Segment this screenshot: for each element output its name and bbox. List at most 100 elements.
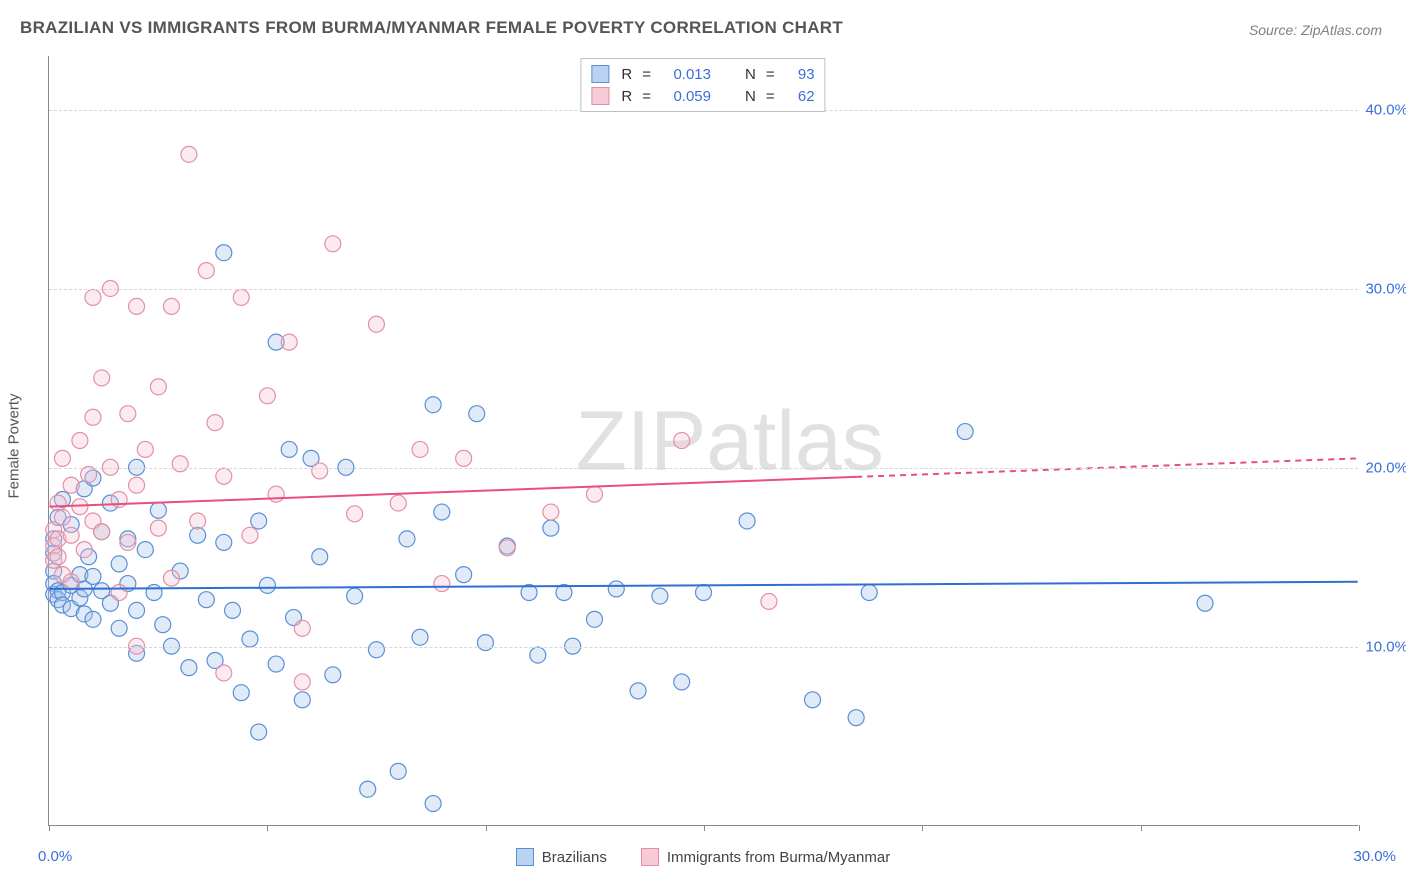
data-point — [761, 593, 777, 609]
x-tick — [267, 825, 268, 831]
data-point — [281, 334, 297, 350]
gridline — [49, 647, 1358, 648]
data-point — [85, 289, 101, 305]
stats-legend-row: R=0.013N=93 — [589, 63, 816, 85]
data-point — [137, 441, 153, 457]
data-point — [50, 495, 66, 511]
data-point — [259, 577, 275, 593]
x-axis-min-label: 0.0% — [38, 848, 72, 865]
data-point — [137, 542, 153, 558]
stats-legend-row: R=0.059N=62 — [589, 85, 816, 107]
data-point — [312, 549, 328, 565]
y-tick-label: 30.0% — [1362, 280, 1406, 297]
data-point — [54, 509, 70, 525]
stat-r-label: R — [621, 66, 632, 83]
plot-area: ZIPatlas 10.0%20.0%30.0%40.0% — [48, 56, 1358, 826]
data-point — [608, 581, 624, 597]
data-point — [85, 568, 101, 584]
x-tick — [1359, 825, 1360, 831]
data-point — [360, 781, 376, 797]
data-point — [225, 602, 241, 618]
data-point — [190, 513, 206, 529]
legend-swatch — [516, 848, 534, 866]
stat-r-label: R — [621, 88, 632, 105]
data-point — [325, 667, 341, 683]
x-tick — [49, 825, 50, 831]
data-point — [347, 506, 363, 522]
data-point — [652, 588, 668, 604]
data-point — [281, 441, 297, 457]
data-point — [85, 409, 101, 425]
gridline — [49, 289, 1358, 290]
data-point — [434, 576, 450, 592]
data-point — [129, 298, 145, 314]
data-point — [368, 642, 384, 658]
x-tick — [704, 825, 705, 831]
data-point — [957, 424, 973, 440]
y-tick-label: 20.0% — [1362, 459, 1406, 476]
data-point — [50, 549, 66, 565]
x-tick — [1141, 825, 1142, 831]
data-point — [163, 298, 179, 314]
data-point — [390, 763, 406, 779]
data-point — [129, 602, 145, 618]
stat-r-value: 0.059 — [661, 88, 711, 105]
data-point — [216, 468, 232, 484]
data-point — [696, 585, 712, 601]
data-point — [85, 611, 101, 627]
series-legend-item: Immigrants from Burma/Myanmar — [641, 848, 890, 866]
data-point — [233, 685, 249, 701]
stat-n-value: 62 — [785, 88, 815, 105]
data-point — [456, 567, 472, 583]
data-point — [129, 477, 145, 493]
data-point — [72, 433, 88, 449]
data-point — [477, 635, 493, 651]
stat-n-label: N — [745, 66, 756, 83]
data-point — [499, 540, 515, 556]
data-point — [242, 631, 258, 647]
data-point — [242, 527, 258, 543]
data-point — [181, 146, 197, 162]
data-point — [76, 542, 92, 558]
stat-n-value: 93 — [785, 66, 815, 83]
data-point — [848, 710, 864, 726]
data-point — [530, 647, 546, 663]
data-point — [425, 796, 441, 812]
data-point — [216, 245, 232, 261]
data-point — [456, 450, 472, 466]
data-point — [425, 397, 441, 413]
data-point — [399, 531, 415, 547]
x-axis-max-label: 30.0% — [1353, 848, 1396, 865]
data-point — [150, 379, 166, 395]
series-legend-item: Brazilians — [516, 848, 607, 866]
stat-n-label: N — [745, 88, 756, 105]
data-point — [120, 534, 136, 550]
legend-swatch — [591, 65, 609, 83]
legend-swatch — [591, 87, 609, 105]
data-point — [54, 450, 70, 466]
data-point — [268, 656, 284, 672]
data-point — [163, 570, 179, 586]
data-point — [198, 592, 214, 608]
data-point — [739, 513, 755, 529]
data-point — [111, 556, 127, 572]
data-point — [146, 585, 162, 601]
data-point — [111, 620, 127, 636]
data-point — [294, 674, 310, 690]
data-point — [586, 611, 602, 627]
y-tick-label: 40.0% — [1362, 101, 1406, 118]
data-point — [805, 692, 821, 708]
data-point — [390, 495, 406, 511]
data-point — [120, 406, 136, 422]
data-point — [216, 665, 232, 681]
data-point — [181, 660, 197, 676]
gridline — [49, 468, 1358, 469]
data-point — [259, 388, 275, 404]
data-point — [251, 724, 267, 740]
data-point — [63, 574, 79, 590]
data-point — [111, 585, 127, 601]
data-point — [543, 504, 559, 520]
y-tick-label: 10.0% — [1362, 638, 1406, 655]
data-point — [543, 520, 559, 536]
series-legend: Brazilians Immigrants from Burma/Myanmar — [48, 848, 1358, 866]
